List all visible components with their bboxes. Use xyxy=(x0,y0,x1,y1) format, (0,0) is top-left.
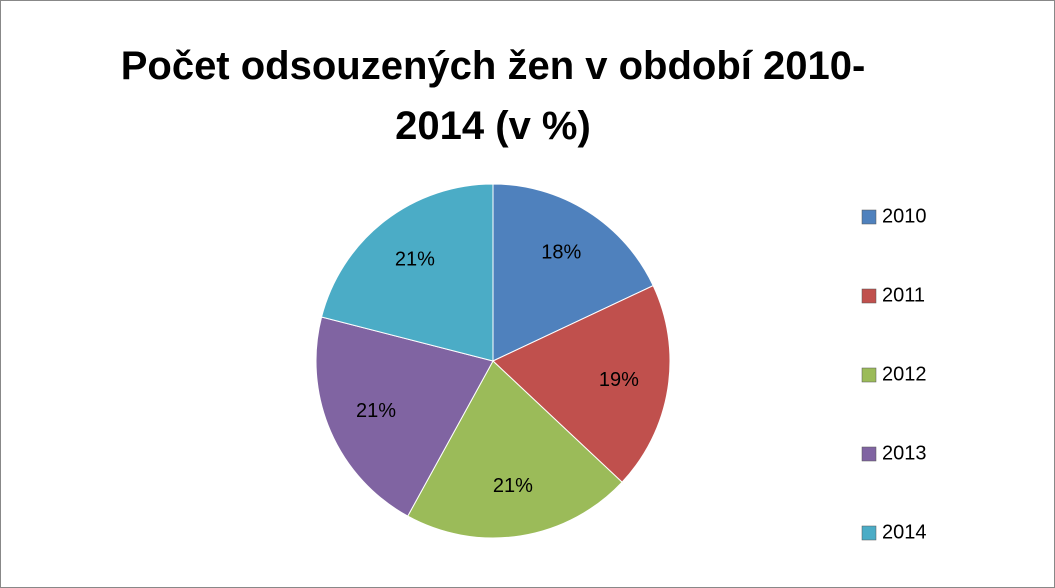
legend-swatch xyxy=(861,288,877,304)
pie-slice xyxy=(492,284,671,483)
legend-label: 2011 xyxy=(882,284,925,306)
legend-label: 2014 xyxy=(882,521,927,543)
legend-swatch xyxy=(861,367,877,383)
data-label: 18% xyxy=(541,242,581,264)
legend-swatch xyxy=(861,209,877,225)
pie-slice xyxy=(492,183,654,362)
legend-label: 2012 xyxy=(882,363,927,385)
chart-title: Počet odsouzených žen v období 2010-2014… xyxy=(120,44,866,148)
data-label: 21% xyxy=(493,475,533,497)
legend-label: 2013 xyxy=(882,442,927,464)
legend-swatch xyxy=(861,446,877,462)
data-label: 21% xyxy=(395,249,435,271)
pie-slice xyxy=(320,183,494,362)
data-label: 19% xyxy=(599,369,639,391)
legend-swatch xyxy=(861,525,877,541)
data-label: 21% xyxy=(356,400,396,422)
pie-slice xyxy=(407,360,623,539)
pie-slice xyxy=(315,316,494,517)
legend-label: 2010 xyxy=(882,205,927,227)
